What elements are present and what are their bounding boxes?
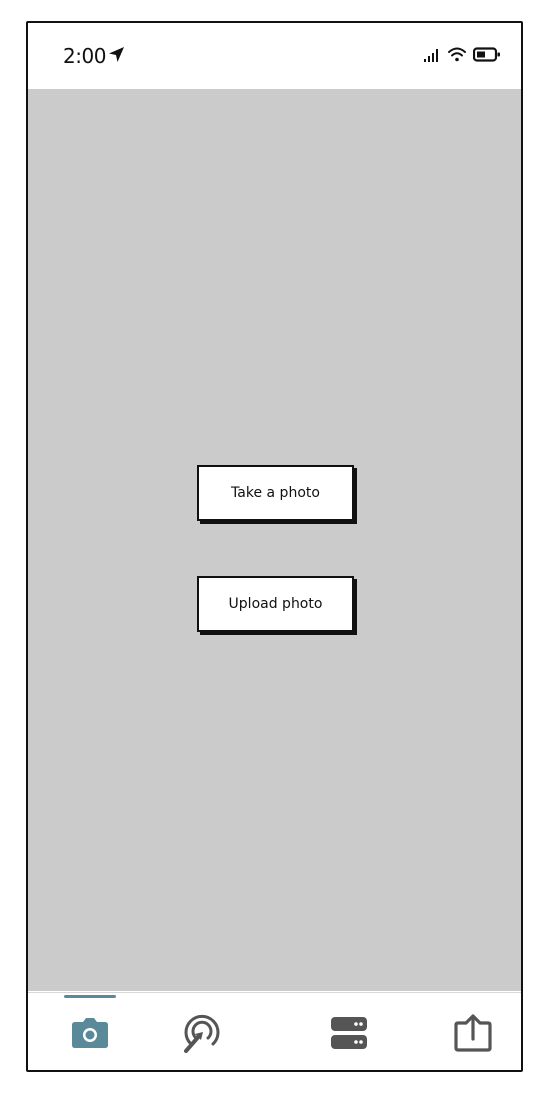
status-time: 2:00 <box>63 44 106 68</box>
share-upload-icon <box>454 1014 492 1052</box>
active-tab-indicator <box>64 995 116 998</box>
location-arrow-icon <box>109 47 124 62</box>
scan-target-icon <box>184 1014 220 1053</box>
wifi-icon <box>448 47 466 62</box>
phone-frame: 2:00 Take a photo Upload photo <box>26 21 523 1072</box>
take-photo-button[interactable]: Take a photo <box>197 465 354 521</box>
battery-icon <box>473 47 500 62</box>
server-icon <box>331 1017 367 1049</box>
camera-icon <box>72 1018 108 1048</box>
status-bar: 2:00 <box>28 23 521 89</box>
upload-photo-button[interactable]: Upload photo <box>197 576 354 632</box>
tab-camera[interactable] <box>45 993 135 1070</box>
tab-server[interactable] <box>304 993 394 1070</box>
tab-bar <box>28 992 521 1070</box>
tab-share[interactable] <box>428 993 518 1070</box>
cellular-signal-icon <box>424 49 438 62</box>
main-content: Take a photo Upload photo <box>28 89 521 991</box>
tab-scan[interactable] <box>157 993 247 1070</box>
